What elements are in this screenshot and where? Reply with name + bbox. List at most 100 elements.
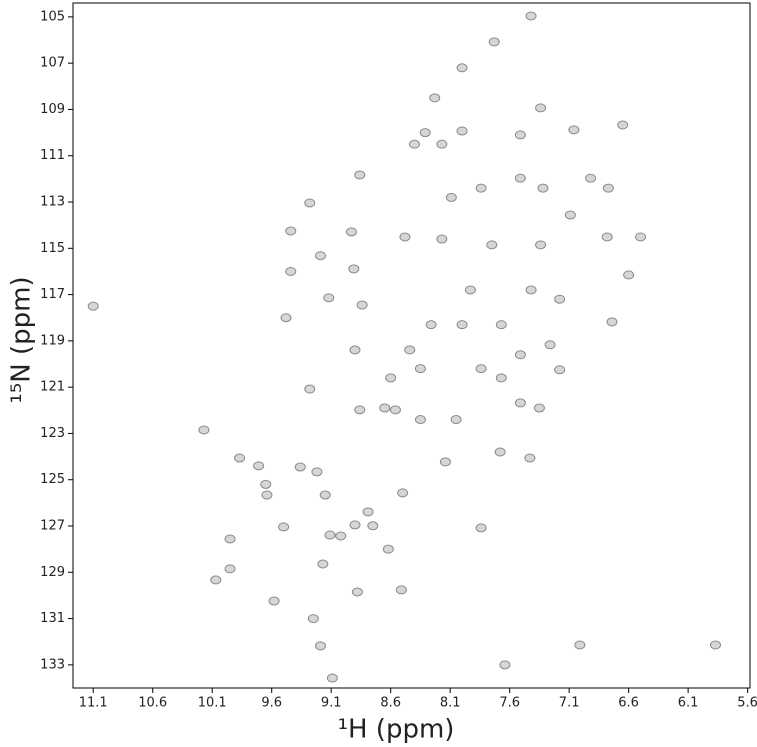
peak xyxy=(475,364,487,374)
peak xyxy=(278,522,290,532)
peak xyxy=(554,365,566,375)
peak xyxy=(568,125,580,135)
peak xyxy=(488,37,500,47)
peak xyxy=(635,232,647,242)
peak xyxy=(450,415,462,425)
peak xyxy=(464,285,476,295)
peak xyxy=(514,130,526,140)
x-axis-title: ¹H (ppm) xyxy=(338,715,455,745)
peak xyxy=(367,521,379,531)
peak xyxy=(486,240,498,250)
y-axis-title: ¹⁵N (ppm) xyxy=(7,276,37,403)
peak xyxy=(601,232,613,242)
y-tick-label: 113 xyxy=(40,195,65,210)
peak xyxy=(623,270,635,280)
peak xyxy=(324,530,336,540)
x-tick-label: 7.6 xyxy=(499,696,520,711)
peak xyxy=(304,384,316,394)
peak xyxy=(439,457,451,467)
peak xyxy=(544,340,556,350)
peak xyxy=(285,226,297,236)
peak xyxy=(514,350,526,360)
y-tick-label: 125 xyxy=(40,472,65,487)
peak xyxy=(414,415,426,425)
y-tick-label: 129 xyxy=(40,565,65,580)
peak xyxy=(525,11,537,21)
peak xyxy=(260,479,272,489)
peak xyxy=(514,398,526,408)
x-tick-label: 6.6 xyxy=(618,696,639,711)
peak xyxy=(304,198,316,208)
peak xyxy=(253,461,265,471)
peak xyxy=(314,641,326,651)
x-tick-label: 8.1 xyxy=(440,696,461,711)
peak xyxy=(356,300,368,310)
peak xyxy=(382,544,394,554)
peak xyxy=(348,264,360,274)
y-tick-label: 131 xyxy=(40,611,65,626)
peak xyxy=(362,507,374,517)
peak xyxy=(524,453,536,463)
peak xyxy=(314,251,326,261)
y-tick-label: 117 xyxy=(40,287,65,302)
x-tick-label: 8.6 xyxy=(380,696,401,711)
y-tick-label: 109 xyxy=(40,102,65,117)
peak xyxy=(617,120,629,130)
peak xyxy=(554,294,566,304)
peak xyxy=(261,490,273,500)
peak xyxy=(323,293,335,303)
peak xyxy=(311,467,323,477)
peak xyxy=(87,301,99,311)
peak xyxy=(408,139,420,149)
peak xyxy=(456,63,468,73)
plot-frame xyxy=(72,2,751,689)
x-tick-label: 9.6 xyxy=(261,696,282,711)
y-tick-label: 123 xyxy=(40,426,65,441)
y-tick-label: 119 xyxy=(40,333,65,348)
peak xyxy=(535,103,547,113)
peak xyxy=(499,660,511,670)
peak xyxy=(389,405,401,415)
peak xyxy=(198,425,210,435)
y-tick-label: 115 xyxy=(40,241,65,256)
peak xyxy=(564,210,576,220)
y-tick-label: 121 xyxy=(40,380,65,395)
x-tick-label: 11.1 xyxy=(79,696,108,711)
peak xyxy=(404,345,416,355)
peak xyxy=(456,320,468,330)
peak xyxy=(456,126,468,136)
peak xyxy=(210,575,222,585)
peak xyxy=(495,320,507,330)
y-tick-label: 111 xyxy=(40,148,65,163)
peak xyxy=(606,317,618,327)
x-tick-label: 10.6 xyxy=(138,696,167,711)
peak xyxy=(354,405,366,415)
y-tick-label: 107 xyxy=(40,56,65,71)
peak xyxy=(397,488,409,498)
peak xyxy=(602,183,614,193)
peak xyxy=(349,520,361,530)
peak xyxy=(535,240,547,250)
peak xyxy=(234,453,246,463)
peak xyxy=(445,192,457,202)
x-tick-label: 9.1 xyxy=(321,696,342,711)
peak xyxy=(425,320,437,330)
peak xyxy=(414,364,426,374)
peak xyxy=(436,139,448,149)
peak xyxy=(224,564,236,574)
peak xyxy=(280,313,292,323)
x-tick-label: 5.6 xyxy=(737,696,757,711)
peak xyxy=(436,234,448,244)
peak xyxy=(429,93,441,103)
peak xyxy=(574,640,586,650)
peak xyxy=(385,373,397,383)
peak xyxy=(268,596,280,606)
y-tick-label: 133 xyxy=(40,657,65,672)
peak xyxy=(533,403,545,413)
x-tick-label: 6.1 xyxy=(678,696,699,711)
peak xyxy=(475,183,487,193)
peak xyxy=(537,183,549,193)
y-tick-label: 127 xyxy=(40,519,65,534)
